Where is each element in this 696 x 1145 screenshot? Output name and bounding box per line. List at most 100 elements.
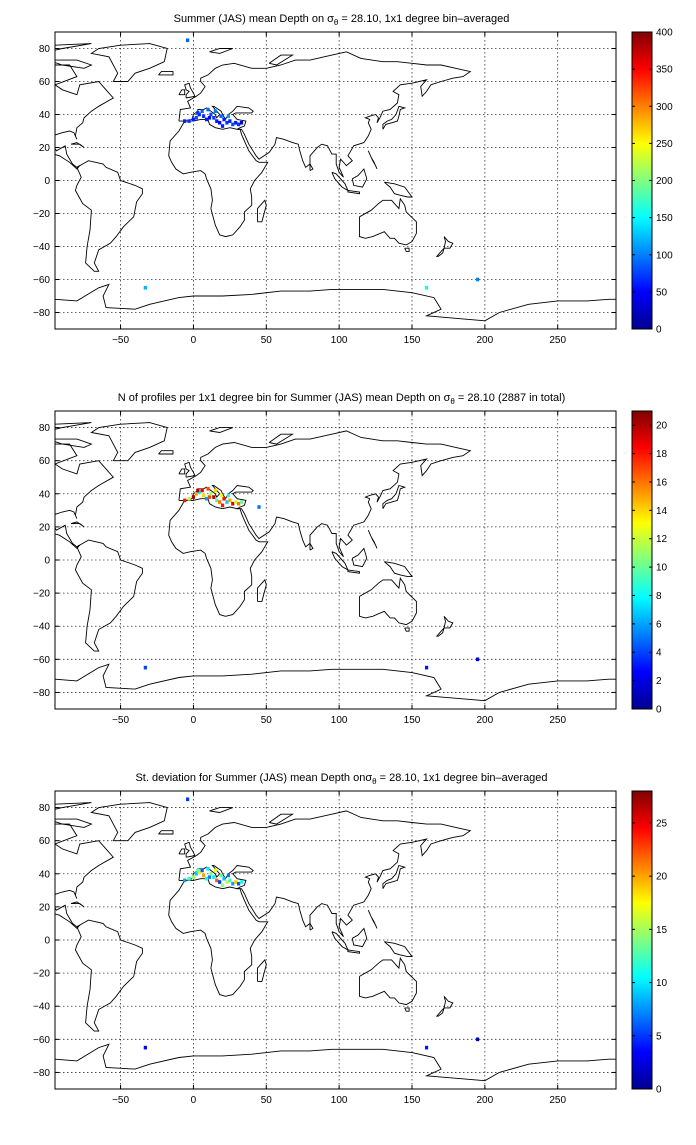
chart-title: Summer (JAS) mean Depth on σθ = 28.10, 1… [174,13,510,27]
x-tick-label: 150 [404,1095,421,1106]
data-cell [143,285,147,290]
data-cell [219,493,223,498]
y-tick-label: 60 [39,77,51,88]
title-text: = 28.10 (2887 in total) [455,392,565,404]
colorbar-tick-label: 150 [656,213,673,224]
coastline [404,247,410,252]
coastline [309,921,314,931]
coastline [382,484,407,509]
y-tick-label: 80 [39,423,51,434]
x-tick-label: −50 [112,715,129,726]
coastline [268,813,295,825]
data-cell [213,488,217,493]
coastline [178,810,472,937]
data-cell [206,866,210,871]
y-tick-label: 20 [39,902,51,913]
data-cell [202,873,206,878]
x-tick-label: 150 [404,335,421,346]
data-cell [231,122,235,127]
coastline [178,848,186,855]
title-text: = 28.10, 1x1 degree bin–averaged [377,772,548,784]
y-tick-label: −40 [33,242,50,253]
coastline [367,910,378,929]
y-tick-label: −60 [33,275,50,286]
data-cell [206,107,210,112]
colorbar-tick-label: 15 [656,925,668,936]
data-cell [196,111,200,115]
title-theta: θ [372,777,377,786]
data-cell [215,878,219,883]
colorbar-tick-label: 12 [656,534,668,545]
data-cell [226,873,231,878]
data-cell [191,875,196,879]
colorbar [631,790,653,1090]
data-cell [204,117,209,122]
title-text: = 28.10, 1x1 degree bin–averaged [338,13,509,25]
x-tick-label: −50 [112,1095,129,1106]
data-cell [194,491,198,496]
data-cell [202,493,206,498]
data-cell [228,498,232,503]
coastline [209,807,233,813]
data-cell [234,120,238,125]
colorbar-tick-label: 16 [656,477,668,488]
colorbar-tick-label: 18 [656,449,668,460]
title-sigma: σ [444,392,451,404]
data-cell [220,883,225,888]
data-cell [222,876,226,881]
x-tick-label: 200 [477,335,494,346]
x-tick-label: 100 [331,715,348,726]
colorbar-tick-label: 14 [656,506,668,517]
coastline [55,283,616,322]
coastline [55,823,115,930]
title-sigma: σ [365,772,372,784]
data-cell [212,875,216,879]
data-cell [225,120,229,125]
data-cell [424,665,429,670]
x-tick-label: 250 [549,715,566,726]
coastline [435,616,454,637]
coastline [382,864,407,889]
data-cell [204,496,209,501]
coastline [351,547,368,568]
x-tick-label: 200 [477,715,494,726]
colorbar-tick-label: 4 [656,648,662,659]
data-cell [207,115,212,120]
data-cell [196,488,200,493]
colorbar-tick-label: 25 [656,818,668,829]
coastline [74,539,143,652]
x-tick-label: 50 [261,715,273,726]
colorbar-tick-label: 6 [656,619,662,630]
colorbar-tick-label: 200 [656,176,673,187]
coastline [404,1007,410,1012]
data-cell [222,117,226,122]
coastline [268,433,295,445]
data-cell [183,498,187,503]
colorbar-tick-label: 400 [656,28,673,39]
data-cell [215,498,219,503]
data-cell [207,495,212,499]
data-cell [225,880,229,884]
coastline [184,82,196,99]
data-cell [218,120,222,125]
data-cell [234,880,238,884]
data-cell [475,657,480,662]
data-cell [475,277,480,282]
x-tick-label: 100 [331,1095,348,1106]
y-tick-label: 60 [39,456,51,467]
y-tick-label: −60 [33,1035,50,1046]
map-panel-3: −50 0 50 100 150 200 250806040200−20−40−60−80S… [33,772,668,1106]
coastline [184,461,196,478]
y-tick-label: −80 [33,308,50,319]
coastline [55,443,115,550]
coastline [351,927,368,948]
coastline [384,941,413,958]
coastline [74,160,143,272]
data-cell [185,797,190,802]
data-cell [424,1045,429,1050]
title-sigma: σ [327,13,334,25]
x-tick-label: 0 [191,715,197,726]
x-tick-label: 250 [549,335,566,346]
data-cell [213,109,217,114]
x-tick-label: 200 [477,1095,494,1106]
